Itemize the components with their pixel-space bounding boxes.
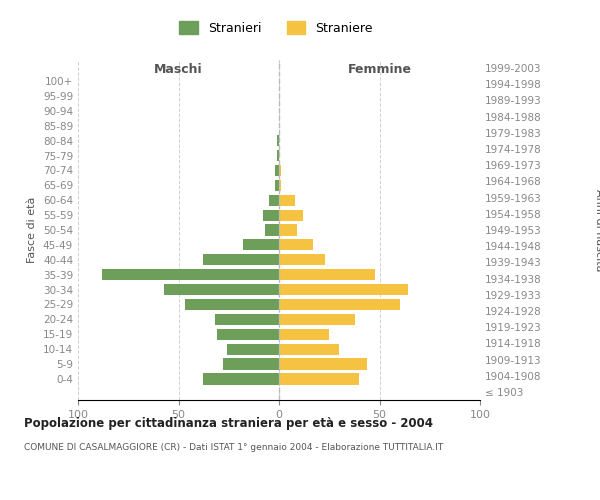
Bar bbox=[263, 210, 279, 220]
Bar bbox=[203, 374, 279, 384]
Bar bbox=[279, 269, 376, 280]
Bar bbox=[227, 344, 279, 355]
Bar bbox=[164, 284, 279, 295]
Bar bbox=[279, 358, 367, 370]
Bar bbox=[279, 180, 281, 191]
Bar bbox=[275, 165, 279, 176]
Legend: Stranieri, Straniere: Stranieri, Straniere bbox=[174, 16, 378, 40]
Bar bbox=[217, 328, 279, 340]
Bar bbox=[279, 194, 295, 206]
Bar bbox=[279, 374, 359, 384]
Bar bbox=[265, 224, 279, 235]
Bar bbox=[223, 358, 279, 370]
Y-axis label: Anni di nascita: Anni di nascita bbox=[594, 188, 600, 271]
Bar bbox=[279, 314, 355, 325]
Bar bbox=[279, 224, 297, 235]
Text: Popolazione per cittadinanza straniera per età e sesso - 2004: Popolazione per cittadinanza straniera p… bbox=[24, 418, 433, 430]
Bar bbox=[279, 254, 325, 266]
Bar bbox=[102, 269, 279, 280]
Bar bbox=[279, 299, 400, 310]
Bar bbox=[269, 194, 279, 206]
Bar bbox=[279, 165, 281, 176]
Bar bbox=[279, 240, 313, 250]
Text: Femmine: Femmine bbox=[347, 62, 412, 76]
Bar bbox=[279, 210, 303, 220]
Bar bbox=[203, 254, 279, 266]
Bar bbox=[279, 328, 329, 340]
Bar bbox=[185, 299, 279, 310]
Bar bbox=[277, 135, 279, 146]
Y-axis label: Fasce di età: Fasce di età bbox=[28, 197, 37, 263]
Bar bbox=[279, 344, 340, 355]
Bar bbox=[215, 314, 279, 325]
Text: Maschi: Maschi bbox=[154, 62, 203, 76]
Bar bbox=[243, 240, 279, 250]
Bar bbox=[275, 180, 279, 191]
Text: COMUNE DI CASALMAGGIORE (CR) - Dati ISTAT 1° gennaio 2004 - Elaborazione TUTTITA: COMUNE DI CASALMAGGIORE (CR) - Dati ISTA… bbox=[24, 442, 443, 452]
Bar bbox=[277, 150, 279, 161]
Bar bbox=[279, 284, 407, 295]
